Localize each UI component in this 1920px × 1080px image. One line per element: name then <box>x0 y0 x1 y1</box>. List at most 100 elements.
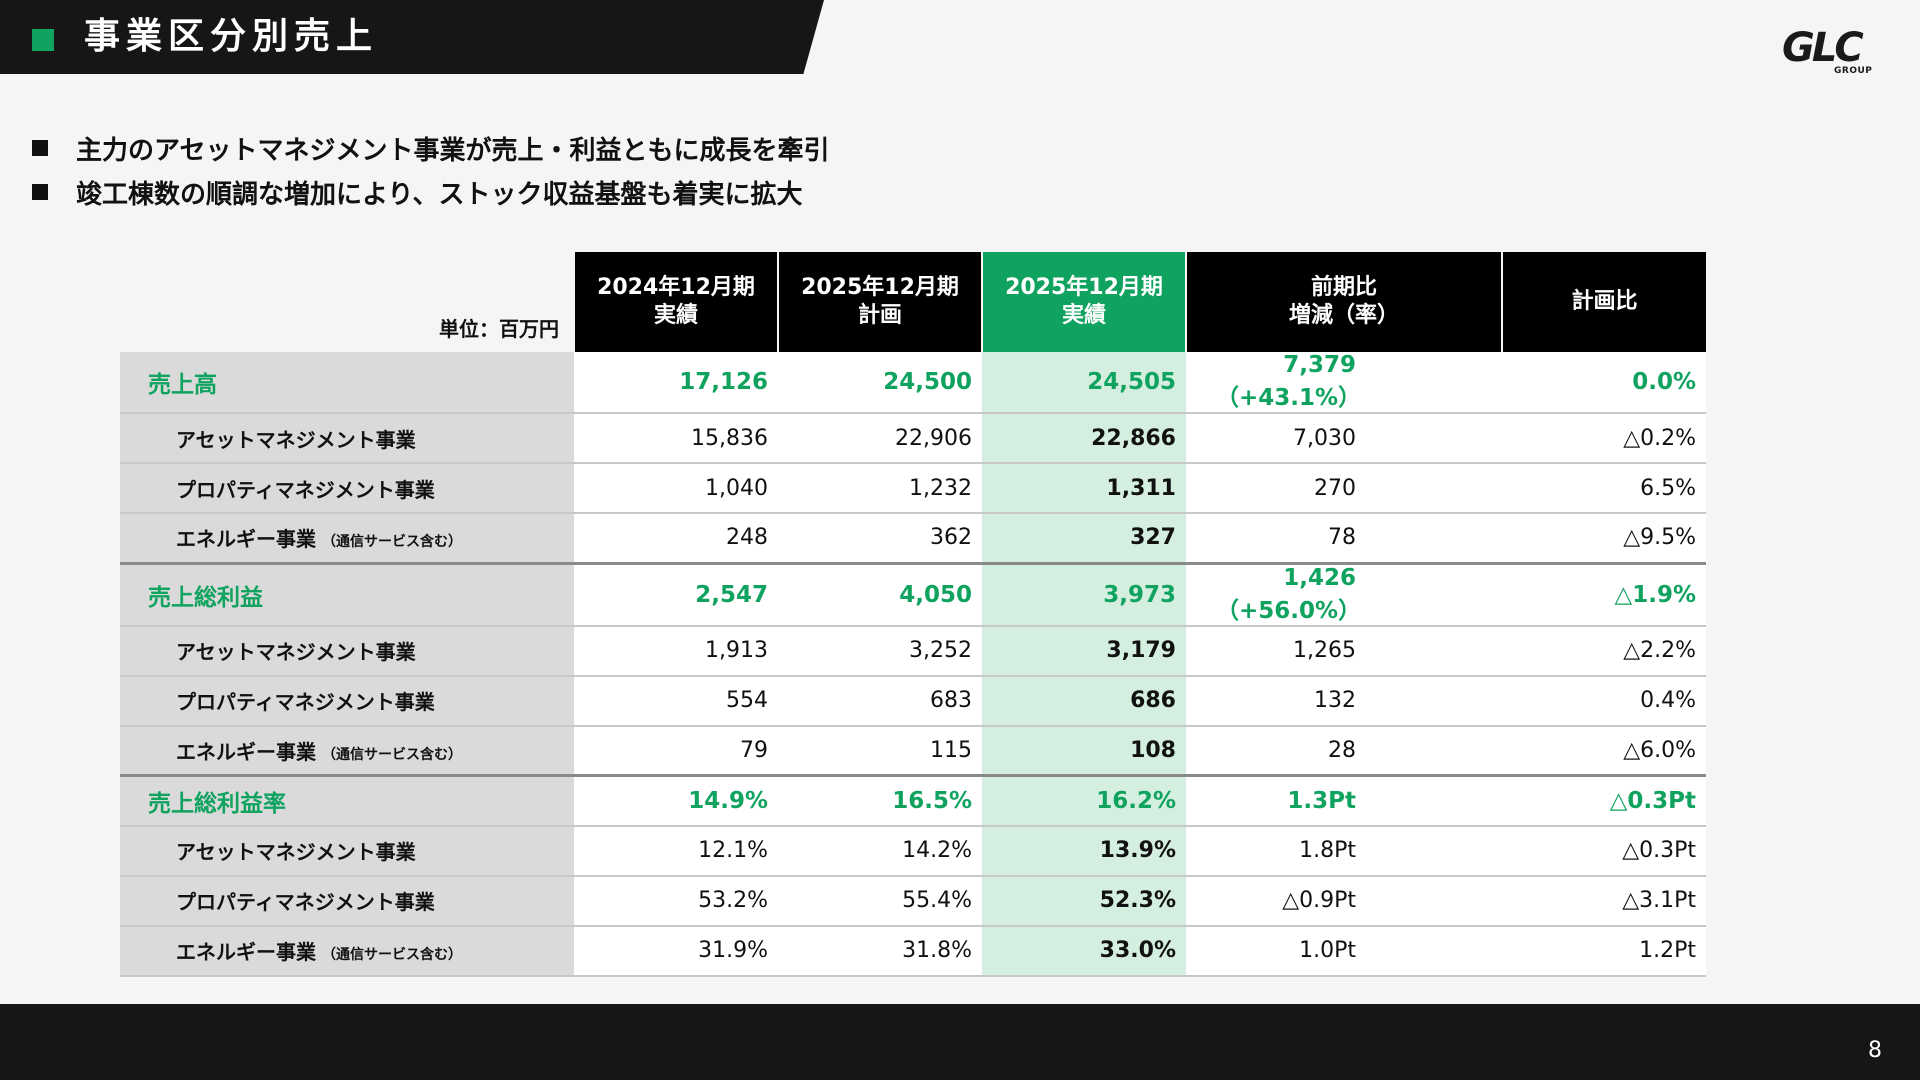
bullet-item: 主力のアセットマネジメント事業が売上・利益ともに成長を牽引 <box>32 126 829 170</box>
row-label: エネルギー事業 （通信サービス含む） <box>120 725 574 777</box>
cell-fy2024-actual: 79 <box>574 725 778 777</box>
cell-vs-plan: △3.1Pt <box>1502 875 1706 927</box>
row-label-text: 売上高 <box>148 372 217 398</box>
row-label-text: 売上総利益 <box>148 584 263 611</box>
table-row: エネルギー事業 （通信サービス含む） 31.9% 31.8% 33.0% 1.0Pt 1.2… <box>120 925 1706 977</box>
row-label: プロパティマネジメント事業 <box>120 875 574 927</box>
cell-fy2025-actual: 16.2% <box>982 775 1186 827</box>
row-label-text: アセットマネジメント事業 <box>176 427 416 452</box>
company-logo: GLC GROUP <box>1770 25 1873 80</box>
cell-fy2025-plan: 14.2% <box>778 825 982 877</box>
cell-fy2025-actual: 3,973 <box>982 563 1186 627</box>
cell-fy2024-actual: 1,040 <box>574 463 778 514</box>
row-label-text: プロパティマネジメント事業 <box>176 477 435 502</box>
cell-fy2025-plan: 1,232 <box>778 463 982 514</box>
cell-yoy-change: 28 <box>1186 725 1502 777</box>
header-yoy-change: 前期比 増減（率） <box>1185 252 1502 352</box>
cell-yoy-change: 1.3Pt <box>1186 775 1502 827</box>
row-label-text: アセットマネジメント事業 <box>176 840 416 864</box>
yoy-diff-value: 7,030 <box>1293 425 1356 451</box>
yoy-diff-value: △0.9Pt <box>1282 888 1356 913</box>
cell-fy2025-plan: 4,050 <box>778 563 982 627</box>
page-number: 8 <box>1868 1038 1882 1063</box>
cell-vs-plan: 0.4% <box>1502 675 1706 727</box>
table-row: プロパティマネジメント事業 1,040 1,232 1,311 270 6.5% <box>120 463 1706 514</box>
cell-vs-plan: △0.3Pt <box>1502 775 1706 827</box>
bullet-item: 竣工棟数の順調な増加により、ストック収益基盤も着実に拡大 <box>32 170 829 214</box>
cell-fy2024-actual: 17,126 <box>574 352 778 414</box>
table-row: エネルギー事業 （通信サービス含む） 79 115 108 28 △6.0% <box>120 725 1706 777</box>
cell-vs-plan: △0.3Pt <box>1502 825 1706 877</box>
cell-fy2025-actual: 108 <box>982 725 1186 777</box>
cell-fy2024-actual: 31.9% <box>574 925 778 977</box>
row-label: エネルギー事業 （通信サービス含む） <box>120 925 574 977</box>
row-label: アセットマネジメント事業 <box>120 825 574 877</box>
cell-yoy-change: 7,379 （+43.1%） <box>1186 352 1502 414</box>
cell-fy2025-actual: 52.3% <box>982 875 1186 927</box>
row-label-text: エネルギー事業 <box>176 739 316 764</box>
cell-fy2024-actual: 2,547 <box>574 563 778 627</box>
row-label: 売上総利益 <box>120 563 574 627</box>
header-vs-plan: 計画比 <box>1501 252 1706 352</box>
cell-fy2025-actual: 13.9% <box>982 825 1186 877</box>
row-label-note: （通信サービス含む） <box>322 947 462 963</box>
table-row: エネルギー事業 （通信サービス含む） 248 362 327 78 △9.5% <box>120 513 1706 565</box>
cell-vs-plan: 1.2Pt <box>1502 925 1706 977</box>
cell-vs-plan: △0.2% <box>1502 413 1706 464</box>
cell-fy2025-plan: 16.5% <box>778 775 982 827</box>
row-label: プロパティマネジメント事業 <box>120 463 574 514</box>
cell-fy2025-plan: 3,252 <box>778 625 982 677</box>
cell-fy2025-plan: 362 <box>778 513 982 565</box>
cell-vs-plan: △1.9% <box>1502 563 1706 627</box>
row-label-text: プロパティマネジメント事業 <box>176 890 435 914</box>
header-fy2025-actual: 2025年12月期 実績 <box>981 252 1186 352</box>
row-label-text: 売上総利益率 <box>148 790 286 817</box>
yoy-diff-value: 1,265 <box>1293 638 1356 663</box>
bullet-square-icon <box>32 184 48 200</box>
title-bar: 事業区分別売上 <box>0 0 824 74</box>
cell-fy2025-actual: 33.0% <box>982 925 1186 977</box>
cell-yoy-change: 1,265 <box>1186 625 1502 677</box>
cell-fy2025-actual: 24,505 <box>982 352 1186 414</box>
cell-fy2025-plan: 31.8% <box>778 925 982 977</box>
row-label-note: （通信サービス含む） <box>322 534 462 551</box>
cell-yoy-change: 1,426 （+56.0%） <box>1186 563 1502 627</box>
cell-yoy-change: 132 <box>1186 675 1502 727</box>
cell-vs-plan: 0.0% <box>1502 352 1706 414</box>
table-row: アセットマネジメント事業 1,913 3,252 3,179 1,265 △2.2% <box>120 625 1706 677</box>
row-label: アセットマネジメント事業 <box>120 413 574 464</box>
cell-yoy-change: △0.9Pt <box>1186 875 1502 927</box>
yoy-diff-value: 1.0Pt <box>1299 938 1356 963</box>
cell-yoy-change: 78 <box>1186 513 1502 565</box>
yoy-diff-value: 1,426 <box>1283 564 1356 591</box>
cell-vs-plan: △9.5% <box>1502 513 1706 565</box>
row-label-text: エネルギー事業 <box>176 527 316 552</box>
cell-fy2024-actual: 1,913 <box>574 625 778 677</box>
cell-yoy-change: 1.0Pt <box>1186 925 1502 977</box>
logo-main-text: GLC <box>1782 25 1864 71</box>
footer-bar: 8 <box>0 1004 1920 1080</box>
row-label-text: アセットマネジメント事業 <box>176 640 416 664</box>
page-title: 事業区分別売上 <box>84 16 379 57</box>
table-row: プロパティマネジメント事業 53.2% 55.4% 52.3% △0.9Pt △3.1Pt <box>120 875 1706 927</box>
yoy-diff-value: 1.3Pt <box>1287 787 1356 814</box>
yoy-diff-value: 270 <box>1314 475 1356 501</box>
row-label-text: エネルギー事業 <box>176 940 316 964</box>
cell-fy2025-actual: 327 <box>982 513 1186 565</box>
cell-fy2024-actual: 15,836 <box>574 413 778 464</box>
cell-yoy-change: 7,030 <box>1186 413 1502 464</box>
cell-vs-plan: △6.0% <box>1502 725 1706 777</box>
cell-fy2024-actual: 248 <box>574 513 778 565</box>
yoy-rate-value: （+56.0%） <box>1216 597 1362 624</box>
header-fy2024-actual: 2024年12月期 実績 <box>573 252 778 352</box>
yoy-diff-value: 28 <box>1328 737 1356 763</box>
cell-fy2025-actual: 22,866 <box>982 413 1186 464</box>
cell-fy2024-actual: 554 <box>574 675 778 727</box>
title-square-icon <box>32 29 54 51</box>
cell-yoy-change: 1.8Pt <box>1186 825 1502 877</box>
cell-fy2025-plan: 55.4% <box>778 875 982 927</box>
logo-sub-text: GROUP <box>1834 66 1873 76</box>
cell-fy2024-actual: 53.2% <box>574 875 778 927</box>
yoy-diff-value: 7,379 <box>1283 352 1356 378</box>
table-row: アセットマネジメント事業 12.1% 14.2% 13.9% 1.8Pt △0.3Pt <box>120 825 1706 877</box>
